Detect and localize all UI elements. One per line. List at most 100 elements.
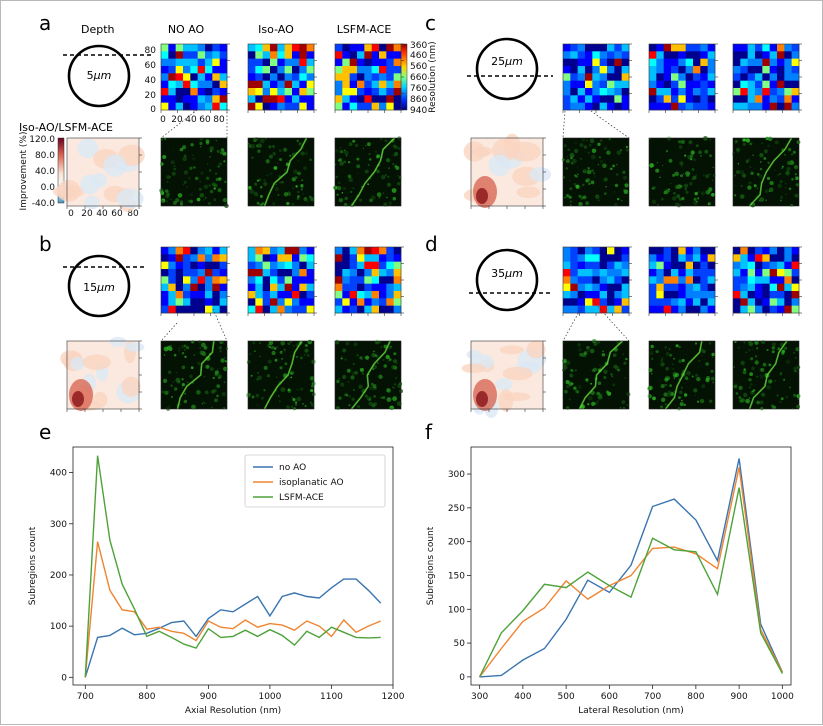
heatmap-cell [614,80,622,89]
heatmap-cell [212,269,220,277]
heatmap-cell [379,269,387,277]
heatmap-cell [393,73,402,81]
fluorescence-speck [165,194,170,199]
heatmap-cell [707,44,716,52]
fluorescence-speck [215,172,218,175]
fluorescence-speck [208,184,211,187]
fluorescence-speck [693,388,698,393]
fluorescence-speck [263,365,268,370]
heatmap-cell [599,73,608,81]
heatmap-cell [183,254,191,262]
fluorescence-speck [293,345,295,347]
heatmap-cell [248,247,256,255]
fluorescence-speck [299,356,303,360]
heatmap-cell [342,298,350,306]
fluorescence-speck [756,347,759,350]
heatmap-cell [769,276,778,284]
fluorescence-speck [760,161,762,163]
fluorescence-speck [184,355,187,358]
heatmap-cell [740,247,748,255]
map-patch [509,142,541,162]
heatmap-cell [733,88,741,96]
heatmap-cell [740,58,748,67]
heatmap-cell [255,276,263,284]
heatmap-cell [284,269,293,277]
improvement-x-axis: 0 20 40 60 80 [68,209,139,219]
fluorescence-speck [393,383,397,386]
fluorescence-speck [168,190,170,192]
heatmap-cell [740,44,748,52]
heatmap-cell [607,58,615,67]
fluorescence-speck [300,188,303,191]
fluorescence-speck [346,155,348,157]
heatmap-cell [371,298,380,306]
heatmap-cell [342,269,350,277]
heatmap-cell [386,80,394,89]
fluorescence-speck [793,351,796,354]
heatmap-cell [656,254,664,262]
fluorescence-speck [178,349,180,352]
fluorescence-speck [196,197,201,202]
heatmap-cell [262,254,271,262]
fluorescence-speck [181,386,183,388]
heatmap-cell [663,95,672,103]
heatmap-cell [393,283,402,292]
fluorescence-speck [301,179,303,181]
heatmap-cell [656,44,664,52]
heatmap-cell [371,305,380,314]
heatmap-cell [585,283,593,292]
fluorescence-speck [192,157,196,161]
heatmap-cell [733,305,741,314]
resolution-heatmap [732,246,802,316]
fluorescence-speck [380,396,383,399]
fluorescence-speck [734,185,736,187]
fluorescence-speck [270,345,275,350]
heatmap-cell [762,44,770,52]
fluorescence-speck [610,373,613,376]
heatmap-cell [371,102,380,111]
fluorescence-speck [676,194,681,199]
fluorescence-speck [756,172,760,176]
heatmap-cell [599,58,608,67]
heatmap-cell [335,58,343,67]
fluorescence-speck [593,367,598,372]
fluorescence-speck [745,159,749,163]
heatmap-cell [205,44,213,52]
fluorescence-speck [308,195,312,199]
fluorescence-speck [677,140,682,144]
heatmap-cell [205,247,213,255]
fluorescence-speck [386,397,392,402]
heatmap-cell [371,88,380,96]
fluorescence-speck [300,151,305,156]
colorbar-tick: 120.0 [29,135,55,145]
fluorescence-speck [595,194,600,199]
heatmap-cell [248,291,256,299]
heatmap-cell [678,95,686,103]
heatmap-cell [197,73,206,81]
heatmap-cell [306,269,315,277]
heatmap-cell [777,80,785,89]
heatmap-cell [292,305,300,314]
heatmap-cell [255,298,263,306]
fluorescence-speck [674,172,677,176]
fluorescence-speck [310,197,315,202]
fluorescence-speck [280,387,286,392]
heatmap-cell [277,254,285,262]
heatmap-cell [262,51,271,59]
heatmap-cell [168,102,176,111]
heatmap-cell [621,58,630,67]
fluorescence-speck [389,405,395,411]
x-tick-label: 80 [213,115,225,125]
heatmap-cell [364,95,372,103]
heatmap-cell [693,298,701,306]
fluorescence-speck [291,396,293,399]
heatmap-cell [386,276,394,284]
heatmap-cell [607,254,615,262]
heatmap-cell [784,102,792,111]
heatmap-cell [161,305,169,314]
fluorescence-speck [281,357,284,360]
heatmap-cell [190,283,198,292]
fluorescence-speck [251,156,254,159]
y-tick-label: 200 [50,571,67,581]
heatmap-cell [678,298,686,306]
